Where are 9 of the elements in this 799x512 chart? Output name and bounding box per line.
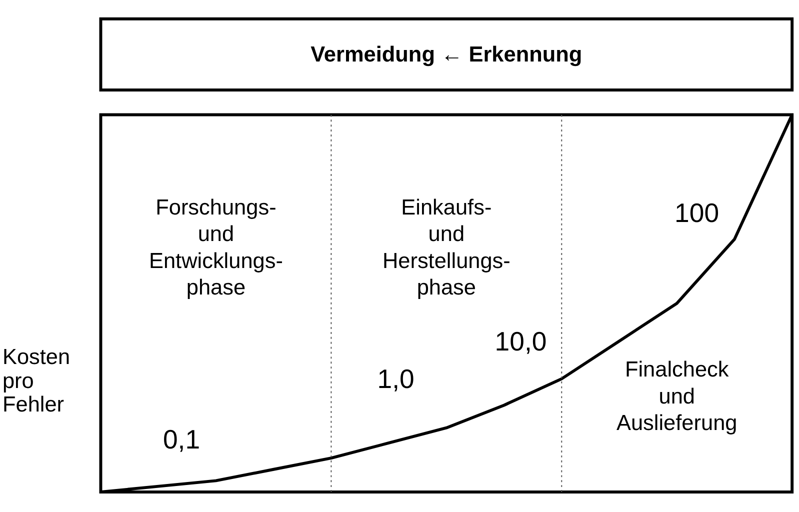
annotation: Einkaufs- und Herstellungs- phase [382, 194, 510, 300]
annotation: 100 [674, 198, 720, 228]
chart-title: Vermeidung ← Erkennung [310, 41, 582, 66]
annotation: Finalcheck und Auslieferung [616, 356, 738, 436]
annotation: 0,1 [162, 424, 200, 454]
annotation: 10,0 [494, 326, 547, 356]
annotation: Forschungs- und Entwicklungs- phase [148, 194, 283, 300]
annotation: 1,0 [377, 364, 414, 394]
y-axis-title: Kosten pro Fehler [2, 344, 70, 417]
